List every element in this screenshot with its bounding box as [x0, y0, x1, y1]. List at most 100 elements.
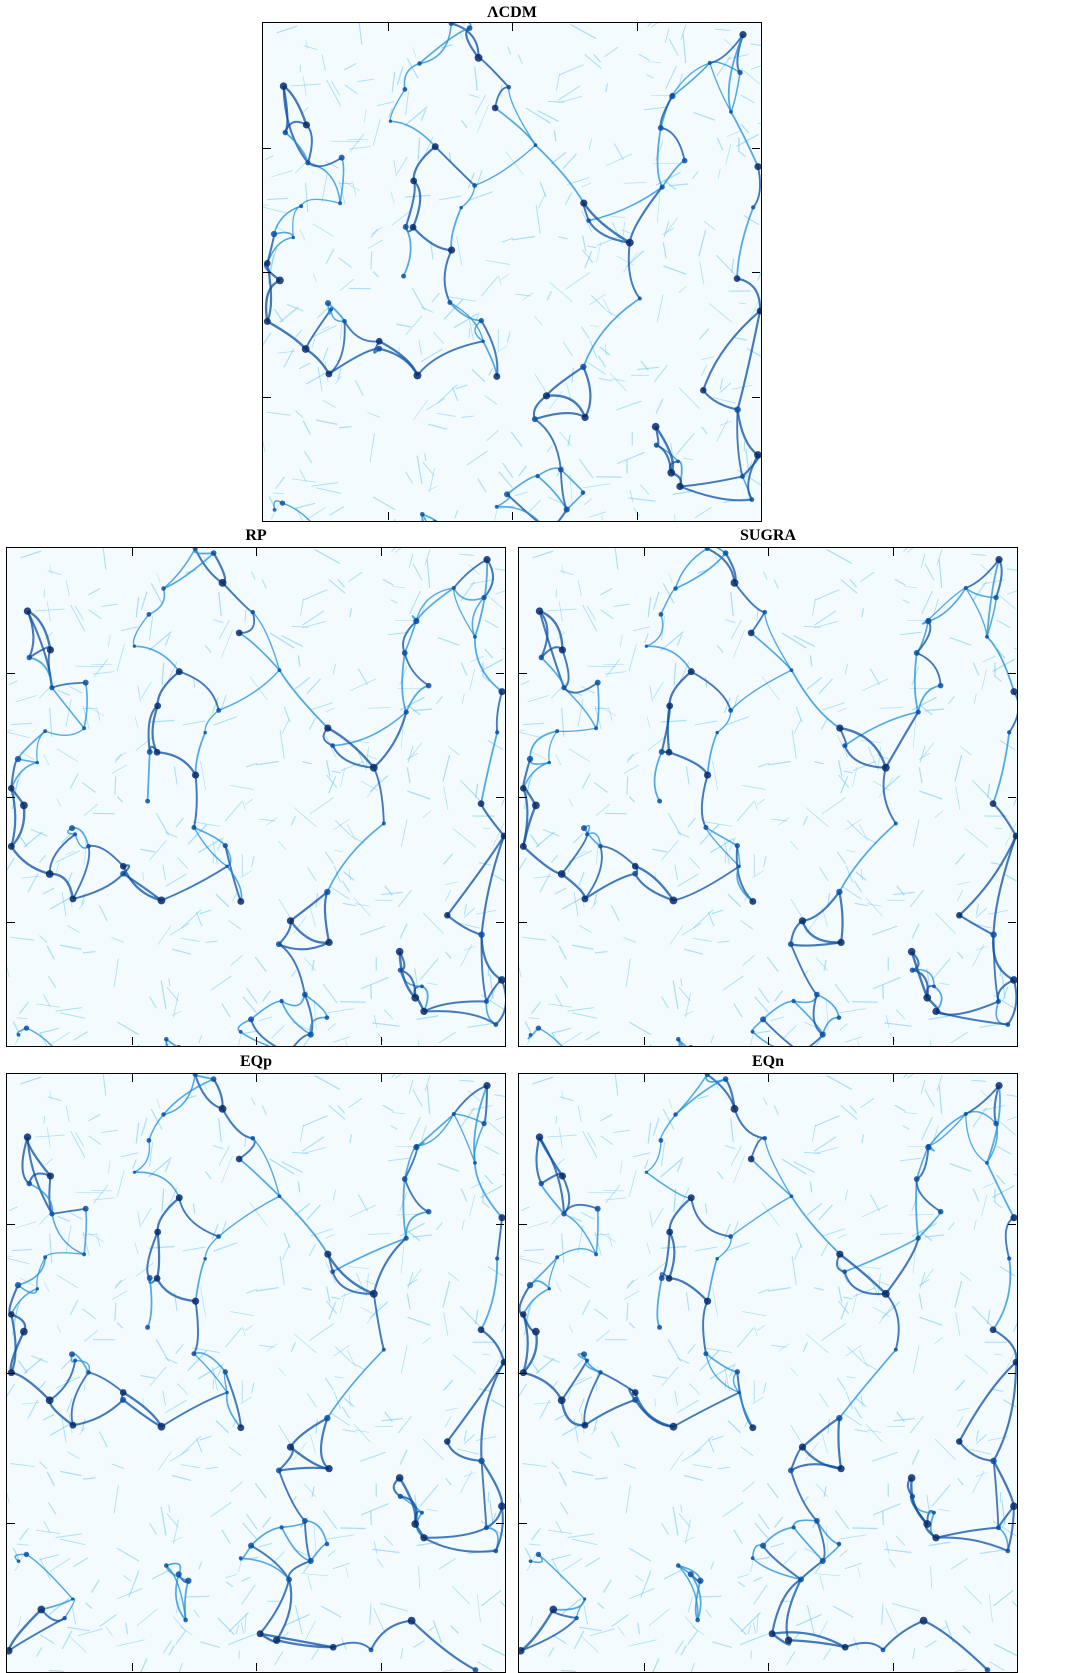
fine-filament	[220, 1221, 226, 1239]
halo-node	[303, 121, 310, 128]
axis-tick	[132, 548, 133, 556]
fine-filament	[744, 441, 745, 452]
fine-filament	[532, 752, 547, 760]
fine-filament	[957, 882, 970, 885]
fine-filament	[559, 1472, 566, 1486]
fine-filament	[921, 554, 925, 568]
fine-filament	[205, 1172, 211, 1179]
fine-filament	[862, 1134, 864, 1143]
fine-filament	[478, 479, 486, 493]
halo-node	[219, 579, 227, 587]
halo-node	[925, 1144, 931, 1150]
fine-filament	[426, 398, 445, 410]
fine-filament	[306, 507, 326, 520]
fine-filament	[538, 193, 545, 208]
fine-filament	[123, 1575, 131, 1581]
halo-node	[735, 843, 740, 848]
fine-filament	[57, 1325, 61, 1333]
fine-filament	[583, 235, 586, 251]
halo-node	[882, 764, 890, 772]
fine-filament	[919, 1317, 942, 1325]
fine-filament	[838, 1234, 847, 1238]
fine-filament	[340, 1002, 365, 1003]
fine-filament	[266, 818, 277, 826]
filament	[845, 1643, 883, 1650]
fine-filament	[24, 1358, 43, 1373]
axis-tick	[893, 1037, 894, 1045]
fine-filament	[565, 193, 572, 205]
halo-node	[539, 1181, 544, 1186]
halo-node	[279, 999, 283, 1003]
fine-filament	[300, 599, 303, 616]
cosmic-web	[263, 23, 761, 521]
fine-filament	[255, 957, 266, 972]
filament	[405, 1147, 417, 1179]
fine-filament	[744, 216, 759, 225]
fine-filament	[613, 1130, 629, 1132]
halo-node	[728, 1234, 733, 1239]
fine-filament	[263, 206, 286, 212]
fine-filament	[39, 1555, 59, 1560]
halo-node	[1005, 1022, 1010, 1027]
fine-filament	[266, 1344, 277, 1352]
halo-node	[688, 1194, 695, 1201]
fine-filament	[886, 1541, 889, 1554]
fine-filament	[49, 1671, 64, 1672]
fine-filament	[574, 892, 578, 916]
filament	[589, 187, 663, 221]
fine-filament	[551, 682, 567, 698]
halo-node	[239, 1556, 243, 1560]
filament	[239, 1138, 255, 1159]
fine-filament	[69, 686, 83, 693]
fine-filament	[758, 1289, 769, 1293]
fine-filament	[219, 592, 221, 616]
fine-filament	[701, 357, 714, 360]
fine-filament	[50, 1559, 70, 1572]
filament	[157, 752, 196, 775]
halo-node	[257, 1630, 264, 1637]
fine-filament	[854, 1407, 861, 1419]
halo-node	[657, 799, 662, 804]
fine-filament	[579, 459, 593, 478]
fine-filament	[767, 957, 778, 972]
fine-filament	[500, 1601, 505, 1617]
halo-node	[133, 645, 136, 648]
fine-filament	[982, 1195, 987, 1216]
halo-node	[559, 1172, 566, 1179]
halo-node	[728, 708, 733, 713]
halo-node	[452, 586, 456, 590]
fine-filament	[57, 690, 69, 695]
fine-filament	[303, 590, 327, 600]
fine-filament	[768, 1288, 791, 1291]
fine-filament	[82, 1309, 95, 1319]
fine-filament	[663, 228, 674, 234]
fine-filament	[117, 797, 122, 802]
fine-filament	[477, 105, 488, 132]
fine-filament	[461, 945, 472, 967]
halo-node	[536, 1025, 541, 1030]
fine-filament	[406, 315, 423, 334]
filament	[801, 1561, 823, 1580]
fine-filament	[475, 95, 485, 114]
fine-filament	[265, 156, 273, 160]
fine-filament	[860, 572, 874, 582]
halo-node	[27, 1181, 32, 1186]
fine-filament	[260, 819, 275, 821]
fine-filament	[183, 1247, 206, 1251]
fine-filament	[213, 1146, 223, 1149]
filament	[219, 670, 280, 710]
filament	[158, 1198, 180, 1232]
filament	[562, 1360, 587, 1400]
fine-filament	[451, 1626, 459, 1633]
fine-filament	[383, 1105, 394, 1111]
halo-node	[632, 871, 638, 877]
fine-filament	[413, 48, 417, 57]
fine-filament	[647, 1658, 659, 1672]
fine-filament	[1012, 1601, 1017, 1617]
fine-filament	[417, 456, 422, 485]
fine-filament	[835, 984, 849, 1003]
fine-filament	[717, 1467, 729, 1468]
filament	[253, 1138, 280, 1196]
axis-tick	[768, 1074, 769, 1082]
fine-filament	[172, 1011, 182, 1015]
